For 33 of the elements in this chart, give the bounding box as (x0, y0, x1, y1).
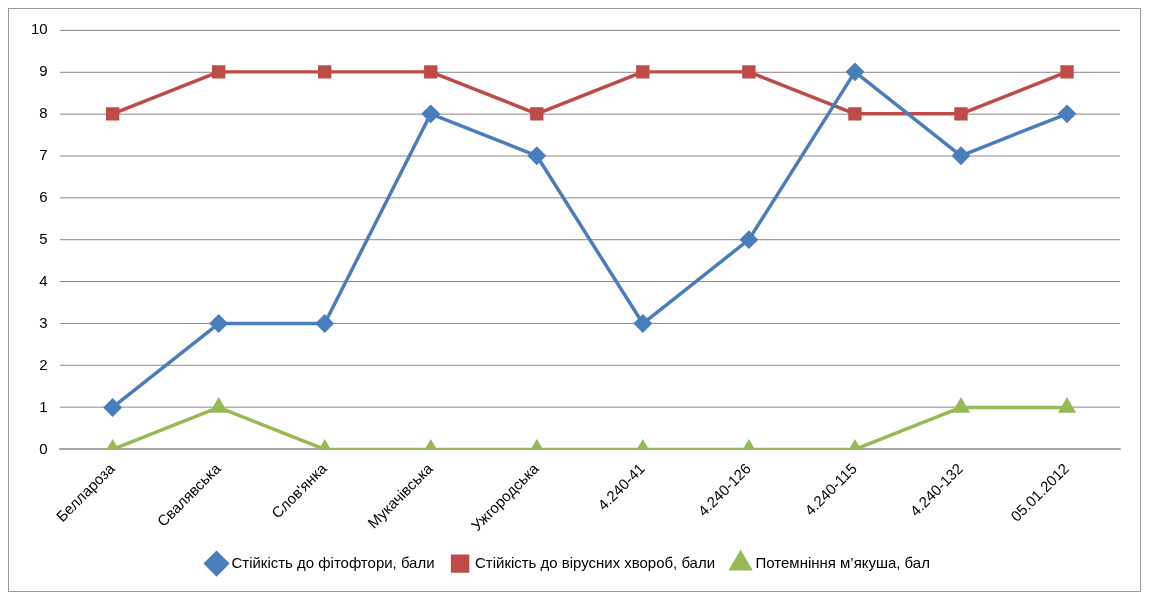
point (954, 107, 968, 121)
point (211, 65, 226, 79)
y-tick-label: 7 (39, 145, 48, 163)
y-tick-label: 2 (39, 355, 48, 373)
point (530, 107, 544, 121)
point (210, 398, 227, 413)
point (953, 398, 969, 413)
point (424, 65, 438, 79)
y-tick-label: 9 (39, 62, 48, 79)
y-tick-label: 6 (39, 187, 48, 205)
point (952, 147, 970, 165)
point (740, 230, 758, 249)
legend-label: Стійкість до вірусних хвороб, бали (475, 553, 716, 571)
point (846, 63, 864, 81)
y-tick-label: 5 (39, 229, 48, 247)
point (318, 65, 332, 79)
y-tick-label: 3 (39, 313, 48, 331)
point (422, 105, 440, 123)
point (1060, 65, 1074, 79)
point (636, 65, 650, 79)
point (848, 107, 862, 121)
y-tick-label: 10 (30, 20, 48, 38)
legend-label: Стійкість до фітофтори, бали (231, 553, 435, 571)
y-tick-label: 0 (39, 439, 48, 457)
point (1058, 105, 1076, 123)
legend-label: Потемніння м’якуша, бал (755, 553, 930, 571)
point (528, 147, 546, 165)
point (1059, 398, 1075, 413)
point (742, 65, 756, 79)
y-tick-label: 8 (39, 103, 48, 121)
y-tick-label: 4 (39, 271, 48, 289)
y-tick-label: 1 (39, 397, 48, 415)
point (105, 107, 120, 121)
